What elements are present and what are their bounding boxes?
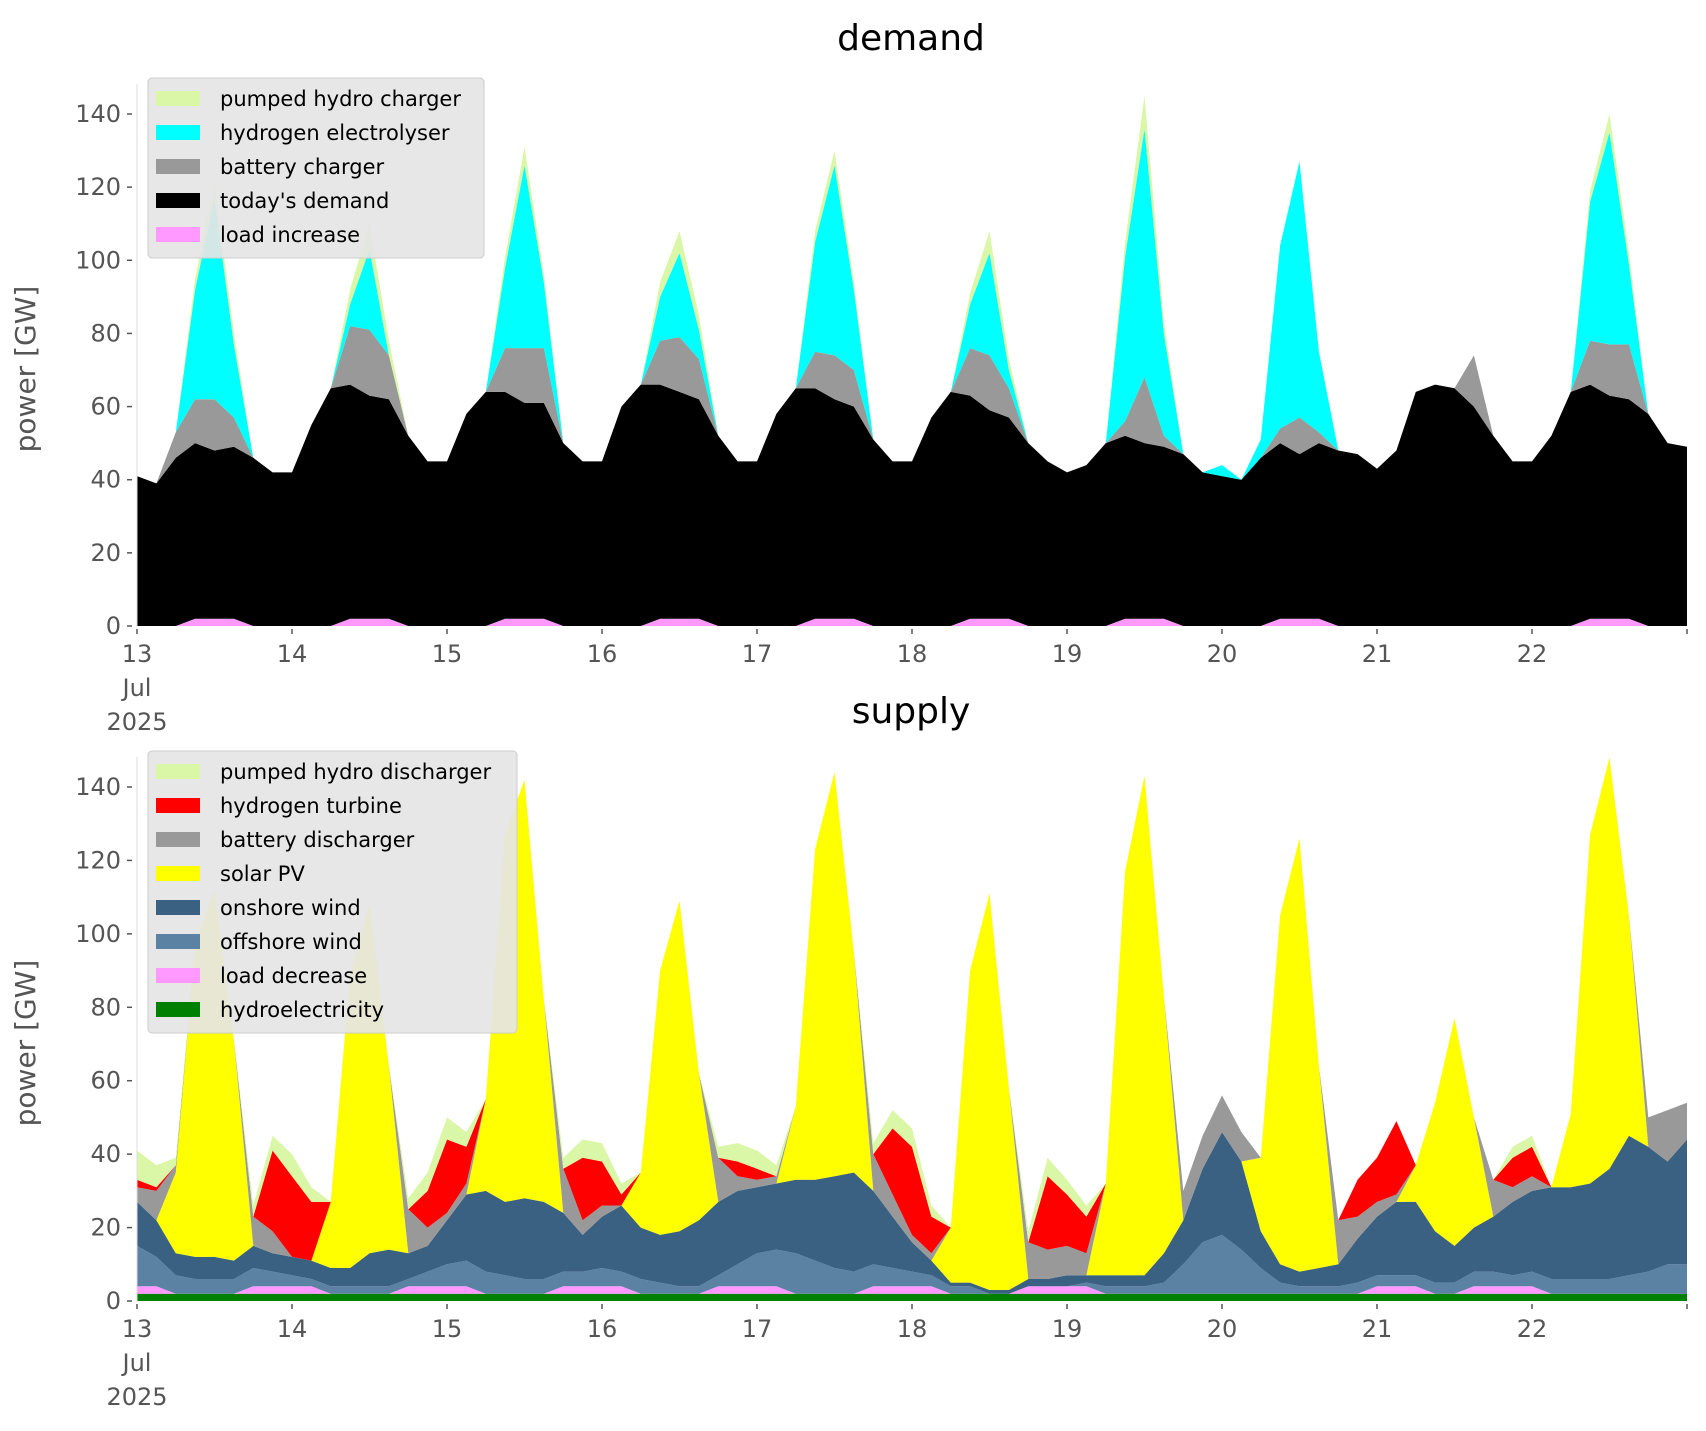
demand-areas [137,95,1687,626]
legend-swatch [156,159,200,174]
area-load-increase [137,618,1687,626]
area-hydrogen-turbine [137,757,1687,1261]
x-tick-label: 13 [122,1315,153,1343]
legend-swatch [156,900,200,915]
y-tick-label: 20 [90,1214,121,1242]
legend-box [147,750,518,1034]
x-tick-label: 17 [742,640,773,668]
y-tick-label: 100 [75,246,121,274]
demand-y-axis-label: power [GW] [9,286,42,453]
x-tick-label: 15 [432,640,463,668]
legend-swatch [156,832,200,847]
x-tick-sublabel: Jul [121,1349,152,1377]
y-tick-label: 100 [75,920,121,948]
legend-swatch [156,1002,200,1017]
area-load-decrease [137,1286,1687,1294]
y-tick-label: 120 [75,846,121,874]
supply-axes: 0 20 40 60 80 100 120 140 13 Jul 2025 14 15 16 17 18 19 2… [75,757,1688,1411]
demand-legend: pumped hydro charger hydrogen electrolyse… [147,77,485,259]
y-tick-label: 40 [90,466,121,494]
x-tick-label: 14 [277,1315,308,1343]
y-tick-label: 140 [75,773,121,801]
legend-swatch [156,91,200,106]
legend-entry: hydroelectricity [220,998,384,1022]
legend-swatch [156,866,200,881]
legend-entry: load increase [220,223,360,247]
legend-swatch [156,798,200,813]
x-tick-label: 18 [897,1315,928,1343]
x-tick-label: 17 [742,1315,773,1343]
legend-entry: load decrease [220,964,367,988]
x-tick-sublabel: 2025 [106,1383,167,1411]
x-tick-label: 13 [122,640,153,668]
x-tick-label: 19 [1052,640,1083,668]
x-tick-label: 22 [1517,640,1548,668]
x-tick-label: 16 [587,1315,618,1343]
area-battery-charger [137,326,1687,484]
x-tick-label: 18 [897,640,928,668]
y-tick-label: 0 [106,612,121,640]
area-today-s-demand [137,384,1687,626]
y-tick-label: 40 [90,1140,121,1168]
legend-entry: onshore wind [220,896,361,920]
y-tick-label: 80 [90,993,121,1021]
legend-swatch [156,193,200,208]
y-tick-label: 20 [90,539,121,567]
y-tick-label: 60 [90,393,121,421]
legend-entry: solar PV [220,862,305,886]
supply-legend: pumped hydro discharger hydrogen turbine b… [147,750,518,1034]
demand-axes: 0 20 40 60 80 100 120 140 13 Jul 2025 14 15 16 17 18 19 2… [75,84,1688,736]
area-onshore-wind [137,1132,1687,1294]
legend-swatch [156,968,200,983]
legend-swatch [156,764,200,779]
legend-swatch [156,227,200,242]
y-tick-label: 80 [90,319,121,347]
legend-entry: pumped hydro charger [220,87,461,111]
area-pumped-hydro-discharger [137,757,1687,1243]
supply-panel: supply power [GW] 0 20 40 60 80 100 120 140 13 Ju… [9,691,1688,1411]
y-tick-label: 120 [75,173,121,201]
legend-entry: today's demand [220,189,389,213]
legend-entry: offshore wind [220,930,362,954]
y-tick-label: 60 [90,1067,121,1095]
legend-swatch [156,125,200,140]
supply-title: supply [852,691,971,732]
legend-entry: hydrogen turbine [220,794,402,818]
x-tick-label: 16 [587,640,618,668]
x-tick-label: 14 [277,640,308,668]
area-solar-pv [137,757,1687,1290]
x-tick-label: 22 [1517,1315,1548,1343]
y-tick-label: 0 [106,1287,121,1315]
legend-swatch [156,934,200,949]
legend-entry: hydrogen electrolyser [220,121,450,145]
supply-y-axis-label: power [GW] [9,960,42,1127]
demand-panel: demand power [GW] 0 20 40 60 80 100 120 140 13 Ju… [9,18,1688,736]
x-tick-label: 15 [432,1315,463,1343]
area-hydroelectricity [137,1293,1687,1301]
legend-entry: pumped hydro discharger [220,760,491,784]
x-tick-sublabel: Jul [121,674,152,702]
legend-entry: battery charger [220,155,385,179]
x-tick-label: 19 [1052,1315,1083,1343]
legend-box [147,77,485,259]
x-tick-label: 21 [1362,640,1393,668]
area-hydrogen-electrolyser [137,128,1687,484]
supply-areas [137,757,1687,1301]
legend-entry: battery discharger [220,828,415,852]
x-tick-label: 20 [1207,1315,1238,1343]
demand-title: demand [837,18,985,59]
x-tick-sublabel: 2025 [106,708,167,736]
y-tick-label: 140 [75,100,121,128]
x-tick-label: 21 [1362,1315,1393,1343]
x-tick-label: 20 [1207,640,1238,668]
